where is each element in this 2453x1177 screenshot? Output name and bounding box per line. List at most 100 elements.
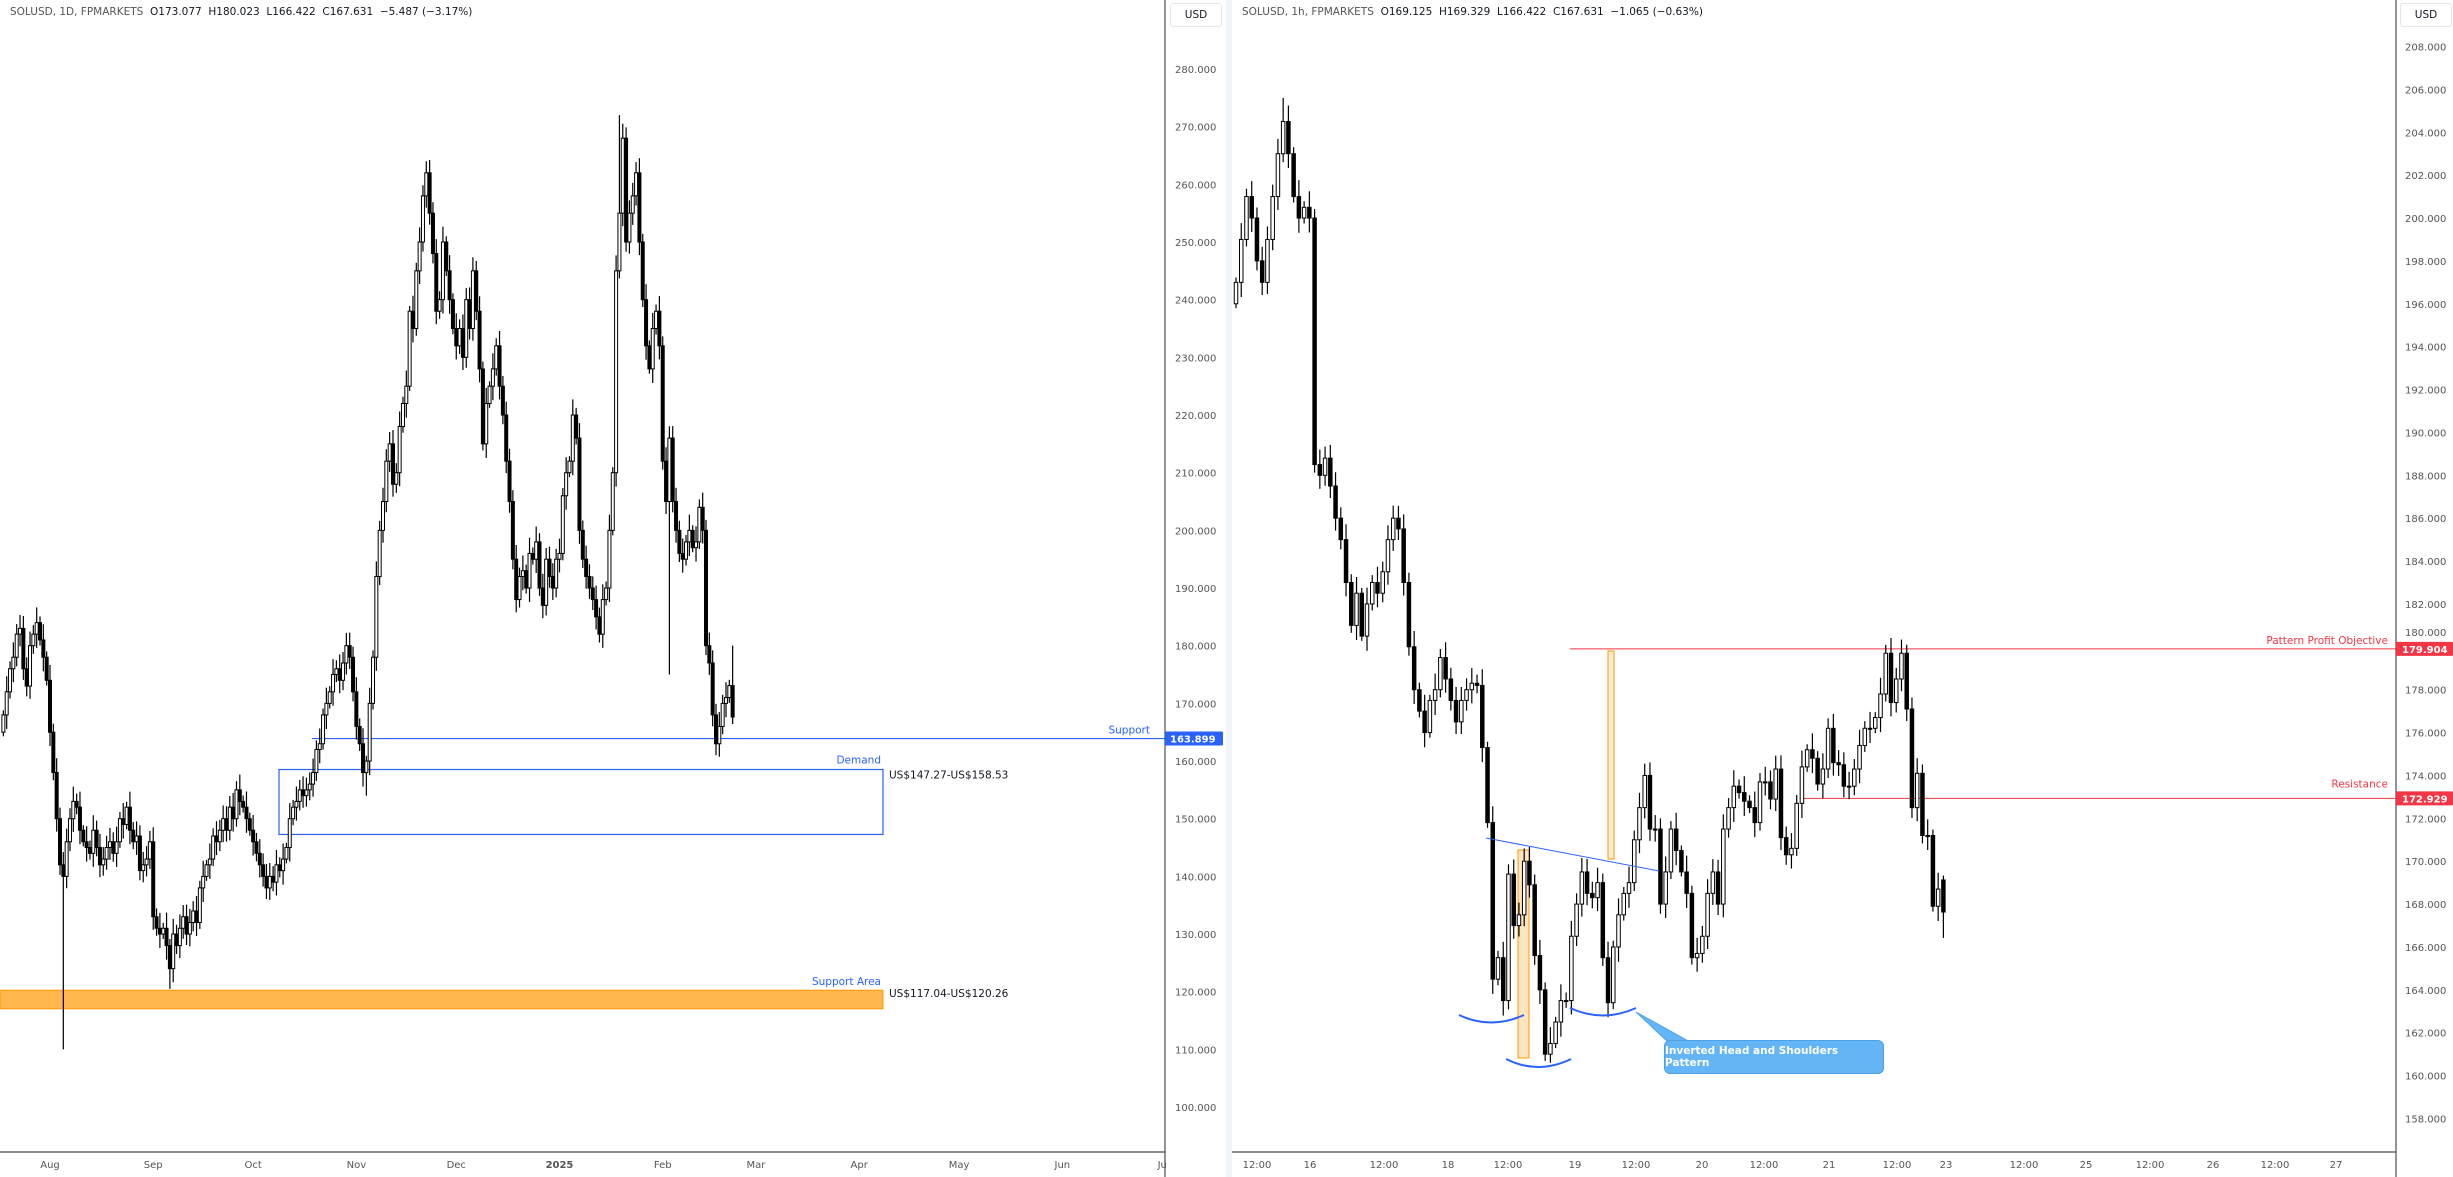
candle-body [1464, 689, 1469, 701]
candle-body [570, 414, 575, 462]
candle-body [1605, 957, 1611, 1004]
time-tick-label: 12:00 [1883, 1160, 1912, 1171]
candle-body [377, 529, 382, 577]
candle [294, 786, 299, 821]
candle [1411, 631, 1417, 704]
candle [227, 795, 232, 841]
candle [1265, 226, 1270, 294]
candle [1878, 677, 1883, 733]
candle-body [294, 800, 299, 808]
candle-body [1427, 699, 1433, 734]
candle-body [337, 668, 342, 681]
candle-body [264, 875, 269, 889]
candle [284, 842, 289, 864]
candle-body [714, 714, 718, 745]
candle-body [307, 783, 312, 791]
price-tag-bg [2396, 791, 2453, 806]
candle-body [1286, 121, 1291, 155]
price-tick-label: 166.000 [2405, 943, 2446, 954]
panel-separator[interactable] [1226, 0, 1232, 1177]
candle-body [617, 212, 622, 272]
candle-body [314, 749, 319, 774]
legend-close: C167.631 [322, 6, 374, 18]
time-tick-label: 12:00 [2010, 1160, 2039, 1171]
candle [1443, 642, 1448, 693]
candle [1705, 879, 1710, 950]
candle [1254, 207, 1260, 271]
candle [38, 616, 43, 646]
candle [1558, 984, 1564, 1037]
candle-body [700, 506, 705, 531]
candle [197, 880, 202, 929]
currency-button[interactable]: USD [1170, 3, 1222, 27]
currency-button[interactable]: USD [2400, 3, 2452, 27]
candle-body [171, 933, 176, 970]
candle-body [1280, 121, 1286, 155]
candle-body [1506, 873, 1511, 1002]
support-price-tag: 163.899 [1165, 731, 1223, 746]
currency-label: USD [1184, 9, 1208, 21]
candle [1647, 762, 1653, 841]
candle-body [1899, 652, 1904, 680]
time-tick-label: 26 [2207, 1160, 2220, 1171]
left-shoulder-arc [1458, 1014, 1525, 1024]
candle-body [341, 662, 346, 681]
candle [500, 375, 505, 425]
candle-body [1930, 834, 1936, 907]
candle [444, 236, 449, 276]
candle [554, 548, 559, 598]
candle-body [1553, 1021, 1558, 1044]
candle-body [510, 501, 515, 560]
price-tick-label: 178.000 [2405, 686, 2446, 697]
callout-pointer [1635, 1011, 1692, 1043]
candle-body [1490, 822, 1496, 980]
candle [1291, 147, 1296, 203]
price-tick-label: 160.000 [2405, 1072, 2446, 1083]
candle [154, 908, 159, 936]
candle-body [41, 639, 46, 658]
time-tick-label: Mar [747, 1160, 767, 1171]
hourly-chart-legend: SOLUSD, 1h, FPMARKETS O169.125 H169.329 … [1242, 6, 1703, 18]
candle [397, 411, 402, 487]
candle [224, 806, 229, 842]
price-tick-label: 192.000 [2405, 386, 2446, 397]
candle [1459, 686, 1464, 734]
candle-body [257, 852, 262, 866]
candle [1773, 755, 1778, 812]
candle [111, 832, 116, 862]
candle-body [101, 858, 106, 866]
candle-body [547, 558, 552, 577]
price-tick-label: 170.000 [1175, 699, 1216, 710]
candle-body [1852, 768, 1857, 787]
daily-chart-panel[interactable]: Support Demand US$147.27-US$158.53 Support … [0, 0, 1223, 1177]
candle [1333, 472, 1338, 531]
candle [620, 123, 625, 227]
candle-body [654, 310, 659, 330]
time-tick-label: Apr [851, 1160, 869, 1171]
candle-body [197, 887, 202, 924]
candle [717, 712, 722, 757]
time-tick-label: 12:00 [1494, 1160, 1523, 1171]
candle [117, 812, 122, 848]
candle [667, 426, 672, 675]
hourly-chart-panel[interactable]: Pattern Profit Objective Resistance 158.00… [1232, 0, 2453, 1177]
candle-body [1773, 768, 1778, 800]
candle [707, 632, 712, 675]
candle-body [1762, 781, 1768, 784]
candle [684, 534, 689, 566]
candle-body [1254, 217, 1260, 262]
candle-body [1715, 871, 1721, 905]
candle [1322, 446, 1328, 486]
candle [11, 642, 16, 683]
candle [297, 779, 302, 811]
candle [1, 710, 6, 737]
candle [527, 537, 532, 603]
price-tick-label: 200.000 [1175, 526, 1216, 537]
candle [231, 792, 236, 832]
pattern-callout[interactable]: Inverted Head and Shoulders Pattern [1664, 1040, 1884, 1074]
candle [1600, 873, 1606, 966]
candle-body [214, 835, 219, 843]
candle-body [1778, 768, 1784, 839]
candle [1605, 941, 1611, 1018]
